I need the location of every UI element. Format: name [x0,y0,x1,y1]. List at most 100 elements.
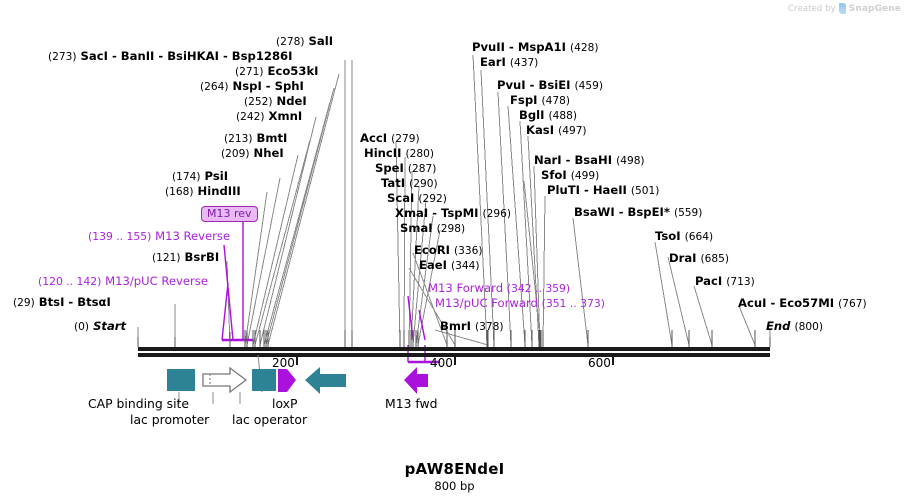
site-position: (298) [436,223,466,235]
site-label-ndei[interactable]: (252) NdeI [244,95,307,108]
feature-label-lac-promoter[interactable]: lac promoter [130,412,210,427]
feature-glyph-lac-promoter [202,366,248,394]
site-label-bmti[interactable]: (213) BmtI [224,132,287,145]
site-position: (168) [165,186,194,198]
site-position: (209) [221,148,250,160]
site-label-ecori[interactable]: EcoRI (336) [414,244,483,257]
site-name: BmtI [256,131,288,145]
site-position: (498) [616,155,645,167]
site-label-bgli[interactable]: BglI (488) [519,109,577,122]
site-position: (501) [630,185,660,197]
site-name: BmrI [440,319,471,333]
ruler-tick-400: 400 [430,356,453,370]
feature-label-lac-operator[interactable]: lac operator [232,412,308,427]
primer-label-m13-reverse[interactable]: (139 .. 155) M13 Reverse [88,230,230,243]
primer-name: M13 Reverse [155,229,231,243]
site-name: EaeI [419,258,447,272]
site-position: (264) [200,81,229,93]
site-label-spei[interactable]: SpeI (287) [375,162,436,175]
site-position: (279) [391,133,420,145]
site-position: (287) [407,163,437,175]
primer-label-m13-puc-forward[interactable]: M13/pUC Forward (351 .. 373) [435,297,605,310]
site-name: FspI [510,93,538,107]
site-position: (497) [558,125,587,137]
site-position: (242) [236,111,265,123]
site-position: (428) [569,42,599,54]
site-name: SalI [308,34,334,48]
site-position: (344) [450,260,480,272]
site-position: (292) [418,193,447,205]
site-label-saci[interactable]: (273) SacI - BanII - BsiHKAI - Bsp1286I [48,50,292,63]
site-label-tsoi[interactable]: TsoI (664) [655,230,713,243]
site-label-kasi[interactable]: KasI (497) [526,124,587,137]
site-label-pluti[interactable]: PluTI - HaeII (501) [547,184,659,197]
site-label-nhei[interactable]: (209) NheI [221,147,284,160]
site-position: (252) [244,96,273,108]
feature-glyph-lac-operator [252,369,276,391]
site-name: XmaI - TspMI [395,206,479,220]
sequence-backbone [138,347,770,357]
site-label-pvuii[interactable]: PvuII - MspA1I (428) [472,41,598,54]
site-label-drai[interactable]: DraI (685) [669,252,729,265]
site-label-tati[interactable]: TatI (290) [381,177,438,190]
site-position: (290) [409,178,438,190]
site-name: BsrBI [184,250,220,264]
site-name: Eco53kI [267,64,319,78]
site-label-nari[interactable]: NarI - BsaHI (498) [534,154,645,167]
site-label-psii[interactable]: (174) PsiI [172,170,228,183]
site-name: BsaWI - BspEI* [574,205,670,219]
site-name: TatI [381,176,406,190]
site-name: ScaI [387,191,415,205]
site-label-end[interactable]: End (800) [766,320,823,333]
site-label-xmai[interactable]: XmaI - TspMI (296) [395,207,511,220]
site-position: (273) [48,51,77,63]
site-name: BtsI - BtsαI [38,295,111,309]
site-label-eaei[interactable]: EaeI (344) [419,259,479,272]
credit-prefix: Created by [788,3,836,14]
site-label-fspi[interactable]: FspI (478) [510,94,570,107]
site-position: (336) [454,245,483,257]
primer-label-m13-forward[interactable]: M13 Forward (342 .. 359) [428,282,570,295]
feature-glyph-cap-binding-site [167,369,195,391]
site-label-hincii[interactable]: HincII (280) [364,147,434,160]
site-label-bsrbi[interactable]: (121) BsrBI [152,251,219,264]
site-label-eco53ki[interactable]: (271) Eco53kI [235,65,318,78]
site-label-nspi[interactable]: (264) NspI - SphI [200,80,304,93]
site-label-eari[interactable]: EarI (437) [480,56,538,69]
feature-glyph-loxp [305,367,346,394]
primer-label-m13-puc-reverse[interactable]: (120 .. 142) M13/pUC Reverse [38,275,208,288]
site-label-paci[interactable]: PacI (713) [695,275,755,288]
feature-label-loxp[interactable]: loxP [272,396,298,411]
site-position: (271) [235,66,264,78]
site-label-bmri[interactable]: BmrI (378) [440,320,504,333]
site-label-btsi[interactable]: (29) BtsI - BtsαI [13,296,111,309]
site-position: (488) [548,110,577,122]
site-label-xmni[interactable]: (242) XmnI [236,110,302,123]
feature-label-cap-binding-site[interactable]: CAP binding site [88,396,190,411]
primer-badge-m13-rev[interactable]: M13 rev [201,206,258,222]
primer-position: (139 .. 155) [88,230,152,243]
feature-label-m13-fwd[interactable]: M13 fwd [385,396,438,411]
site-name: SacI - BanII - BsiHKAI - Bsp1286I [80,49,293,63]
feature-glyph-m13-rev-primer [278,369,296,392]
site-label-pvui[interactable]: PvuI - BsiEI (459) [497,79,603,92]
site-name: SfoI [541,168,567,182]
site-name: PluTI - HaeII [547,183,627,197]
site-name: HincII [364,146,402,160]
site-position: (280) [405,148,434,160]
site-label-hindiii[interactable]: (168) HindIII [165,185,241,198]
primer-position: (120 .. 142) [38,275,102,288]
site-label-start[interactable]: (0) Start [74,320,126,333]
site-label-acui[interactable]: AcuI - Eco57MI (767) [738,297,867,310]
primer-name: M13/pUC Forward [435,296,538,310]
site-label-smai[interactable]: SmaI (298) [400,222,465,235]
site-label-sfoi[interactable]: SfoI (499) [541,169,599,182]
site-position: (767) [838,298,867,310]
site-label-scai[interactable]: ScaI (292) [387,192,447,205]
site-label-acci[interactable]: AccI (279) [360,132,420,145]
site-label-bsawi[interactable]: BsaWI - BspEI* (559) [574,206,702,219]
site-label-sall[interactable]: (278) SalI [276,35,333,48]
feature-glyph-m13-fwd-primer [404,367,428,394]
site-name: Start [93,319,127,333]
primer-name: M13/pUC Reverse [105,274,208,288]
